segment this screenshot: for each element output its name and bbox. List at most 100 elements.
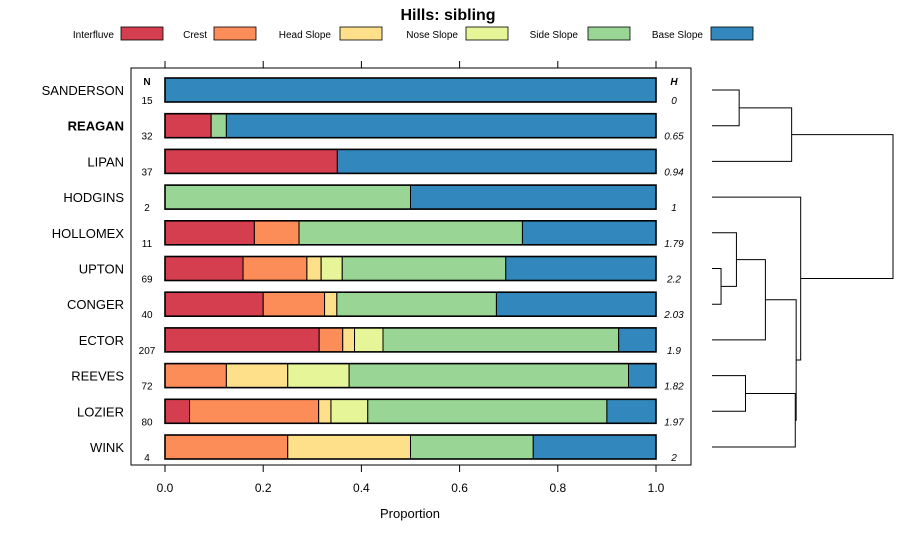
dendrogram-branch <box>712 89 740 127</box>
row-h-value: 1.97 <box>664 417 684 428</box>
row-n-count: 69 <box>141 275 153 286</box>
bar-outline <box>164 434 657 460</box>
bar-segment-base-slope <box>164 77 657 103</box>
bar-segment-interfluve <box>164 398 191 424</box>
row-label: UPTON <box>79 262 124 277</box>
legend-swatch <box>587 26 631 41</box>
legend-label: Nose Slope <box>406 30 458 41</box>
row-n-count: 72 <box>141 382 153 393</box>
bar-outline <box>164 112 657 139</box>
row-label: HODGINS <box>63 190 124 205</box>
bar-outline <box>164 77 657 103</box>
bar-segment-side-slope <box>382 327 620 353</box>
bar-row: HOLLOMEX 11 1.79 <box>52 220 684 250</box>
legend-label: Crest <box>183 30 207 41</box>
legend-label: Side Slope <box>530 30 579 41</box>
row-h-value: 0.94 <box>664 167 684 178</box>
bar-segment-nose-slope <box>320 256 343 281</box>
legend-label: Interfluve <box>73 30 115 41</box>
row-n-count: 11 <box>142 239 153 250</box>
bar-segment-side-slope <box>410 434 534 460</box>
bar-segment-nose-slope <box>330 398 369 424</box>
row-n-count: 15 <box>141 96 153 107</box>
bar-segment-crest <box>318 327 344 353</box>
bar-segment-base-slope <box>336 148 657 174</box>
row-label: ECTOR <box>79 333 124 348</box>
bar-outline <box>164 398 657 425</box>
bar-segment-interfluve <box>164 327 320 353</box>
bar-segment-crest <box>253 220 300 246</box>
bar-row: LOZIER 80 1.97 <box>77 398 684 428</box>
bar-segment-crest <box>262 291 326 317</box>
row-label: SANDERSON <box>42 83 124 98</box>
bar-outline <box>164 255 657 282</box>
row-h-value: 1 <box>671 203 677 214</box>
bar-segment-crest <box>189 398 320 424</box>
legend: Interfluve Crest Head Slope Nose Slope Side … <box>73 26 754 41</box>
legend-label: Base Slope <box>652 30 704 41</box>
row-h-value: 2.03 <box>663 310 684 321</box>
bar-segment-crest <box>164 363 227 389</box>
bar-segment-crest <box>164 434 289 460</box>
bar-outline <box>164 291 657 318</box>
x-tick-label: 1.0 <box>648 481 665 495</box>
bar-row: HODGINS 2 1 <box>63 184 677 214</box>
row-n-count: 32 <box>141 132 153 143</box>
dendrogram <box>712 89 894 448</box>
row-n-count: 2 <box>144 203 150 214</box>
bar-segment-base-slope <box>618 327 657 353</box>
bar-segment-head-slope <box>287 434 411 460</box>
bar-segment-side-slope <box>210 113 227 139</box>
bar-row: REAGAN 32 0.65 <box>68 112 684 143</box>
bar-segment-head-slope <box>306 256 322 281</box>
bar-row: CONGER 40 2.03 <box>67 291 684 321</box>
row-h-value: 1.79 <box>664 239 684 250</box>
bar-outline <box>164 148 657 175</box>
bar-row: REEVES 72 1.82 <box>71 362 684 393</box>
bar-outline <box>164 184 657 210</box>
row-label: LIPAN <box>87 154 124 169</box>
bar-segment-base-slope <box>495 291 657 317</box>
legend-swatch <box>465 26 509 41</box>
bar-segment-side-slope <box>348 363 630 389</box>
bar-rows: SANDERSON 15 0 REAGAN 32 0.65 LIPAN 37 0.94 HODGI… <box>42 77 684 464</box>
x-tick-label: 0.2 <box>255 481 272 495</box>
bar-segment-side-slope <box>164 184 411 210</box>
bar-outline <box>164 362 657 389</box>
bar-segment-base-slope <box>532 434 657 460</box>
row-n-count: 40 <box>141 310 153 321</box>
row-label: HOLLOMEX <box>52 226 125 241</box>
dendrogram-branch <box>791 134 894 280</box>
dendrogram-branch <box>712 196 802 361</box>
bar-segment-interfluve <box>164 148 338 174</box>
bar-segment-side-slope <box>298 220 523 246</box>
row-h-value: 1.82 <box>664 382 684 393</box>
dendrogram-branch <box>712 268 722 305</box>
dendrogram-branch <box>712 375 746 412</box>
x-tick-label: 0.8 <box>549 481 566 495</box>
row-h-value: 1.9 <box>667 346 681 357</box>
row-h-value: 2.2 <box>666 275 681 286</box>
bar-segment-head-slope <box>342 327 356 353</box>
bar-segment-base-slope <box>521 220 657 246</box>
row-label: WINK <box>90 440 124 455</box>
bar-segment-side-slope <box>341 256 507 281</box>
bar-segment-crest <box>242 256 308 281</box>
bar-segment-head-slope <box>318 398 332 424</box>
legend-swatch <box>339 26 383 41</box>
row-label: REAGAN <box>68 119 124 134</box>
bar-row: LIPAN 37 0.94 <box>87 148 684 178</box>
bar-row: UPTON 69 2.2 <box>79 255 681 286</box>
row-n-count: 37 <box>141 167 153 178</box>
row-n-count: 4 <box>144 453 150 464</box>
bar-segment-head-slope <box>225 363 289 389</box>
row-label: CONGER <box>67 297 124 312</box>
x-tick-label: 0.0 <box>157 481 174 495</box>
bar-segment-interfluve <box>164 256 244 281</box>
legend-swatch <box>710 26 754 41</box>
bar-segment-base-slope <box>410 184 657 210</box>
row-label: REEVES <box>71 369 124 384</box>
bar-segment-base-slope <box>606 398 657 424</box>
bar-segment-base-slope <box>628 363 657 389</box>
